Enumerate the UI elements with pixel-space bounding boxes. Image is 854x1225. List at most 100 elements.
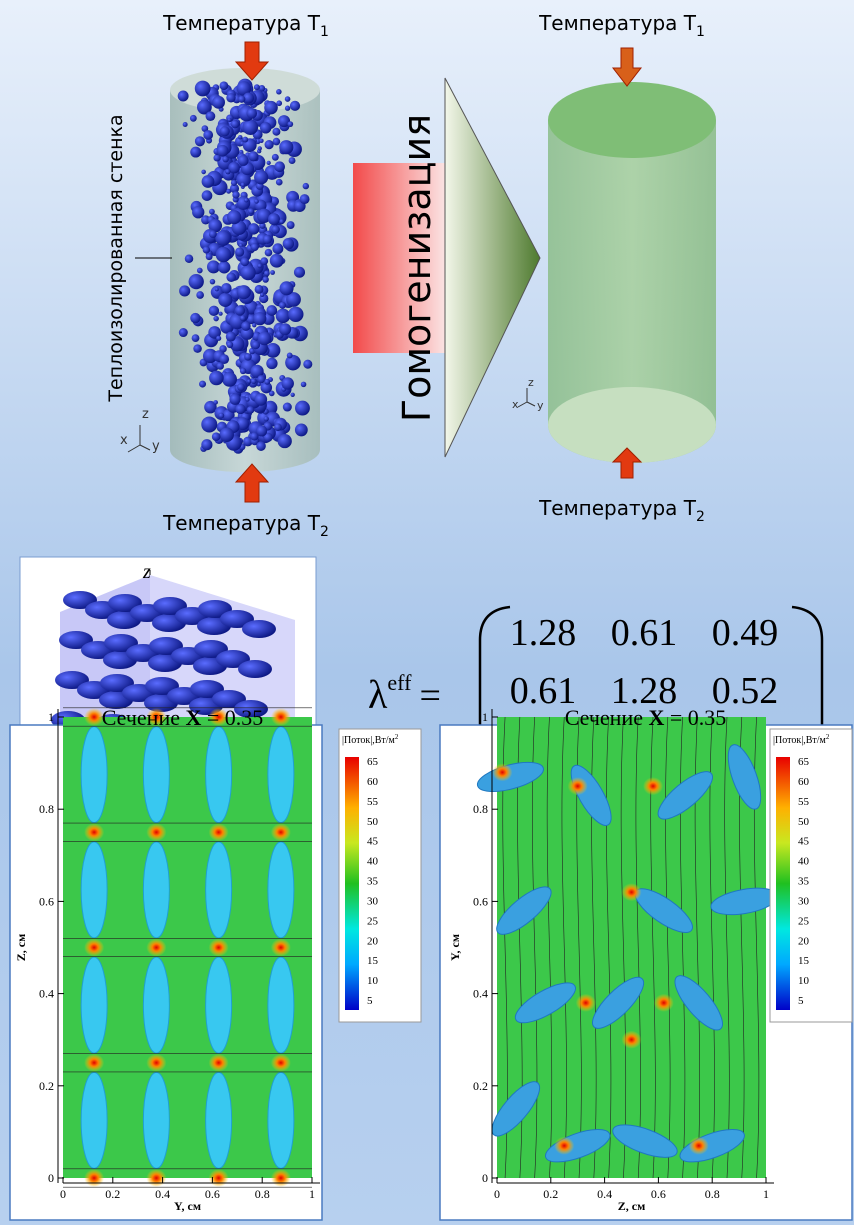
- inclusion: [209, 209, 215, 215]
- inclusion: [213, 316, 219, 322]
- inclusion: [81, 727, 107, 823]
- inclusion: [237, 383, 245, 391]
- plot-title: Сечение X = 0.35: [102, 705, 264, 730]
- inclusion: [209, 306, 219, 316]
- hotspot: [643, 777, 663, 795]
- inclusion: [256, 441, 266, 451]
- inclusion: [248, 151, 258, 161]
- hotspot: [654, 994, 674, 1012]
- inclusion: [270, 254, 284, 268]
- x-tick-label: 0: [60, 1187, 66, 1201]
- inclusion: [287, 121, 293, 127]
- inclusion: [143, 727, 169, 823]
- inclusion: [195, 81, 211, 97]
- colorbar-title-sup: 2: [826, 733, 830, 741]
- inclusion: [203, 246, 210, 253]
- title-suffix: = 0.35: [664, 705, 726, 730]
- y-tick-label: 0.2: [39, 1079, 54, 1093]
- inclusion: [255, 393, 268, 406]
- hotspot: [271, 823, 291, 841]
- label-sub: 2: [320, 524, 329, 540]
- symbol: λ: [368, 672, 388, 717]
- inclusion: [220, 126, 230, 136]
- y-tick-label: 0.8: [473, 802, 488, 816]
- colorbar-tick-label: 50: [798, 816, 810, 828]
- title-prefix: Сечение: [102, 705, 186, 730]
- inclusion: [251, 378, 257, 384]
- hotspot: [554, 1137, 574, 1155]
- inclusion: [260, 293, 264, 297]
- inclusion: [235, 247, 244, 256]
- inclusion: [265, 140, 274, 149]
- hotspot: [689, 1137, 709, 1155]
- inclusion: [290, 101, 300, 111]
- inclusion: [267, 161, 271, 165]
- axis-name: y: [152, 439, 160, 454]
- inclusion: [218, 293, 232, 307]
- colorbar: [776, 757, 790, 1010]
- inclusion: [202, 175, 215, 188]
- inclusion: [265, 249, 273, 257]
- inclusion: [240, 265, 255, 280]
- inclusion: [222, 372, 237, 387]
- y-axis-label: Z, см: [14, 934, 28, 962]
- hotspot: [271, 1054, 291, 1072]
- inclusion: [264, 101, 278, 115]
- hotspot: [576, 994, 596, 1012]
- inclusion: [241, 182, 246, 187]
- inclusion: [247, 379, 251, 383]
- inclusion: [301, 382, 307, 388]
- inclusion: [263, 235, 272, 244]
- inclusion: [266, 358, 277, 369]
- colorbar-tick-label: 55: [798, 796, 810, 808]
- inclusion: [199, 381, 206, 388]
- inclusion: [303, 360, 312, 369]
- label-text: Температура T: [538, 11, 697, 35]
- inclusion: [242, 137, 248, 143]
- inclusion: [143, 1072, 169, 1168]
- hotspot: [271, 1169, 291, 1187]
- inclusion: [210, 279, 216, 285]
- inclusion: [183, 122, 188, 127]
- inclusion: [185, 255, 194, 264]
- x-tick-label: 0: [494, 1187, 500, 1201]
- y-tick-label: 0.6: [39, 894, 54, 908]
- colorbar-tick-label: 5: [798, 995, 804, 1007]
- homog-cylinder-top: [548, 82, 716, 158]
- hotspot: [146, 939, 166, 957]
- y-tick-label: 0.8: [39, 802, 54, 816]
- colorbar-tick-label: 45: [367, 836, 379, 848]
- hotspot: [568, 777, 588, 795]
- inclusion: [192, 334, 200, 342]
- inclusion: [226, 332, 236, 342]
- hotspot: [84, 823, 104, 841]
- inclusion: [197, 268, 203, 274]
- inclusion: [179, 285, 190, 296]
- inclusion: [295, 423, 308, 436]
- inclusion: [279, 323, 291, 335]
- inclusion: [178, 91, 189, 102]
- colorbar-tick-label: 30: [798, 895, 810, 907]
- colorbar-title: |Поток|,Вт/м2: [342, 733, 399, 746]
- x-tick-label: 0.2: [543, 1187, 558, 1201]
- x-tick-label: 1: [763, 1187, 769, 1201]
- inclusion: [236, 196, 250, 210]
- inclusion: [260, 257, 268, 265]
- x-tick-label: 0.4: [155, 1187, 170, 1201]
- inclusion: [257, 264, 262, 269]
- inclusion: [213, 400, 218, 405]
- inclusion: [258, 332, 272, 346]
- page: Температура T1 Температура T1 Температур…: [0, 0, 854, 1225]
- hotspot: [146, 823, 166, 841]
- colorbar-title-sup: 2: [395, 733, 399, 741]
- title-prefix: Сечение: [565, 705, 649, 730]
- inclusion: [287, 221, 295, 229]
- inclusion: [215, 230, 231, 246]
- y-tick-label: 0: [482, 1171, 488, 1185]
- inclusion: [289, 157, 296, 164]
- inclusion: [262, 276, 268, 282]
- inclusion: [268, 842, 294, 938]
- inclusion: [235, 404, 245, 414]
- inclusion: [143, 842, 169, 938]
- inclusion: [238, 96, 245, 103]
